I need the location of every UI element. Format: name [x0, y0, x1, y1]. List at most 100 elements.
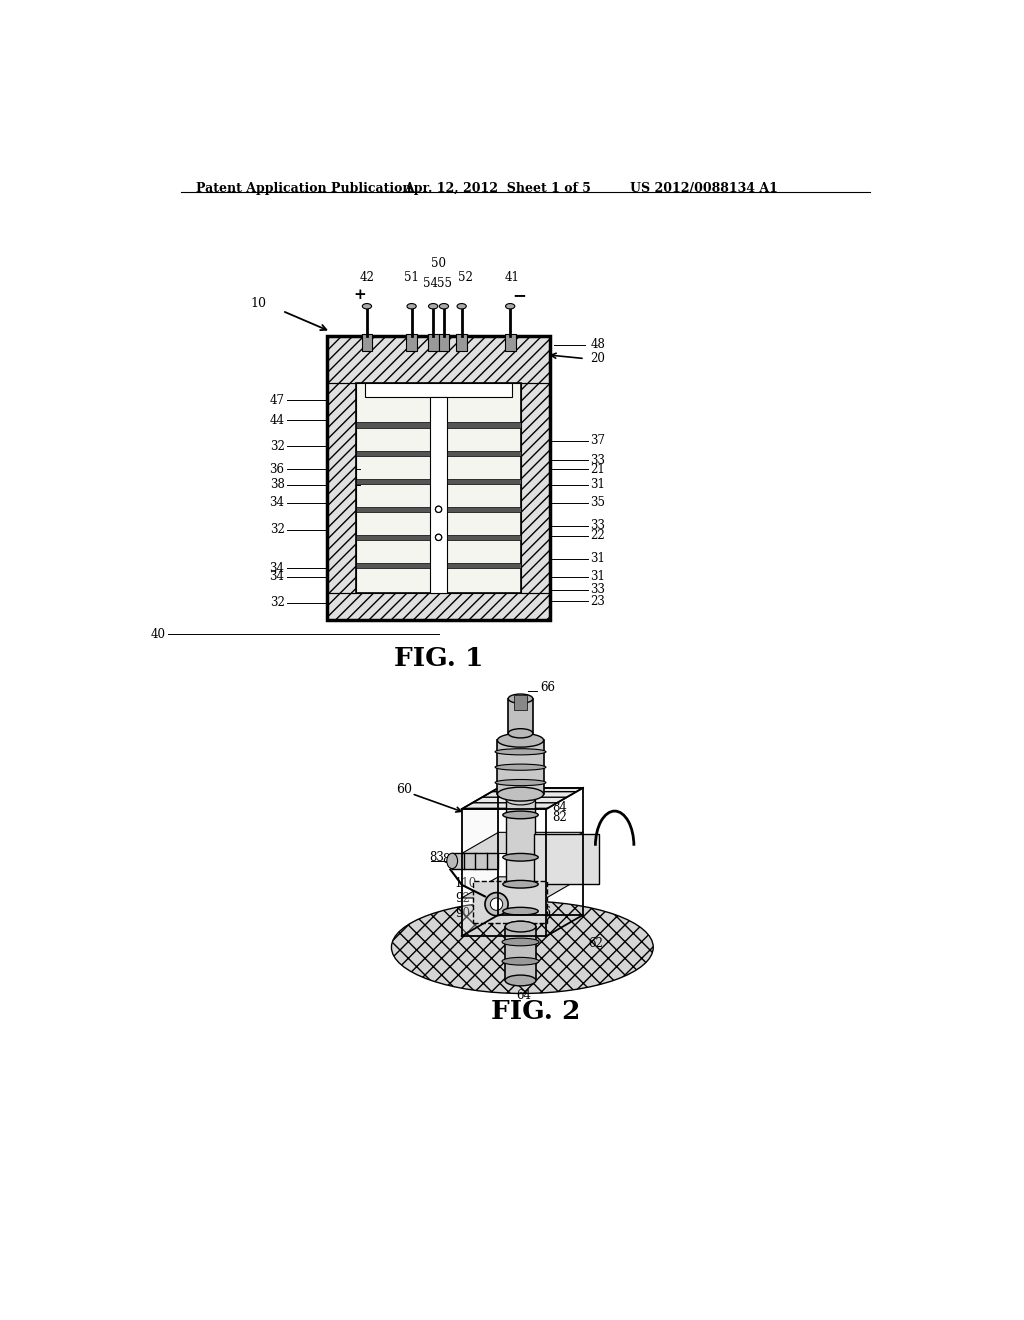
Text: 51: 51: [404, 271, 419, 284]
Bar: [447, 562, 521, 568]
Text: US 2012/0088134 A1: US 2012/0088134 A1: [630, 182, 777, 194]
Polygon shape: [462, 833, 583, 854]
Text: 34: 34: [269, 561, 285, 574]
Bar: [361, 334, 373, 351]
Text: 37: 37: [590, 434, 605, 447]
Text: 42: 42: [359, 271, 375, 284]
Bar: [428, 334, 438, 351]
Bar: [327, 335, 550, 383]
Text: Patent Application Publication: Patent Application Publication: [196, 182, 412, 194]
Text: 50: 50: [431, 257, 446, 271]
Text: 66: 66: [540, 681, 555, 693]
Text: 40: 40: [151, 628, 165, 640]
Bar: [457, 334, 467, 351]
Polygon shape: [462, 788, 499, 936]
Text: +: +: [353, 289, 367, 302]
Polygon shape: [462, 788, 583, 809]
Text: 21: 21: [590, 463, 605, 477]
Bar: [505, 334, 515, 351]
Text: 33: 33: [590, 519, 605, 532]
Ellipse shape: [457, 304, 466, 309]
Ellipse shape: [439, 304, 449, 309]
Ellipse shape: [503, 907, 539, 915]
Ellipse shape: [498, 787, 544, 801]
Text: FIG. 1: FIG. 1: [394, 647, 483, 672]
Text: 52: 52: [458, 271, 473, 284]
Bar: [508, 698, 532, 734]
Text: 31: 31: [590, 552, 605, 565]
Text: 31: 31: [590, 478, 605, 491]
Ellipse shape: [496, 764, 546, 771]
Ellipse shape: [446, 853, 458, 869]
Bar: [356, 383, 521, 594]
Text: 70: 70: [553, 862, 567, 875]
Bar: [438, 334, 450, 351]
Bar: [447, 479, 521, 484]
Bar: [356, 450, 430, 455]
Text: 96: 96: [536, 906, 551, 919]
Bar: [514, 694, 526, 710]
Bar: [521, 383, 550, 594]
Text: 36: 36: [269, 463, 285, 477]
Ellipse shape: [503, 810, 539, 818]
Text: 34: 34: [269, 496, 285, 510]
Polygon shape: [462, 876, 583, 898]
Ellipse shape: [503, 880, 539, 888]
Text: 92: 92: [455, 892, 470, 906]
Ellipse shape: [502, 957, 539, 965]
Ellipse shape: [506, 795, 536, 805]
Text: 31: 31: [590, 570, 605, 583]
Text: 55: 55: [437, 277, 453, 290]
Ellipse shape: [496, 748, 546, 755]
Bar: [327, 383, 356, 594]
Bar: [356, 383, 521, 594]
Text: 23: 23: [590, 594, 605, 607]
Text: −: −: [512, 286, 526, 304]
Bar: [327, 594, 550, 620]
Bar: [407, 334, 417, 351]
Ellipse shape: [506, 304, 515, 309]
Text: 22: 22: [590, 529, 605, 543]
Text: 72: 72: [553, 850, 567, 863]
Ellipse shape: [498, 734, 544, 747]
Ellipse shape: [506, 921, 536, 932]
Bar: [430, 397, 447, 594]
Text: 41: 41: [504, 271, 519, 284]
Text: 47: 47: [269, 393, 285, 407]
Text: 82: 82: [553, 812, 567, 825]
Bar: [356, 562, 430, 568]
Bar: [356, 479, 430, 484]
Text: 62: 62: [588, 937, 603, 950]
Text: 34: 34: [269, 570, 285, 583]
Bar: [327, 335, 550, 620]
Text: 110: 110: [455, 876, 477, 890]
Text: Apr. 12, 2012  Sheet 1 of 5: Apr. 12, 2012 Sheet 1 of 5: [403, 182, 591, 194]
Text: FIG. 2: FIG. 2: [492, 999, 581, 1024]
Text: 10: 10: [251, 297, 267, 310]
Bar: [447, 507, 521, 512]
Bar: [505, 927, 536, 981]
Bar: [356, 422, 430, 428]
Bar: [506, 800, 536, 927]
Ellipse shape: [502, 939, 539, 946]
Circle shape: [435, 535, 441, 540]
Text: 54: 54: [423, 277, 437, 290]
Text: 64: 64: [517, 990, 531, 1002]
Bar: [473, 880, 547, 924]
Bar: [356, 507, 430, 512]
Text: 38: 38: [269, 478, 285, 491]
Circle shape: [490, 898, 503, 911]
Bar: [453, 853, 499, 869]
Text: 32: 32: [269, 440, 285, 453]
Text: 20: 20: [590, 352, 605, 366]
Ellipse shape: [505, 975, 536, 986]
Circle shape: [435, 506, 441, 512]
Bar: [327, 335, 550, 383]
Text: 32: 32: [269, 597, 285, 610]
Bar: [356, 535, 430, 540]
Circle shape: [485, 892, 508, 916]
Text: 100: 100: [553, 875, 574, 888]
Text: 44: 44: [269, 413, 285, 426]
Text: 33: 33: [590, 454, 605, 467]
Text: 84: 84: [553, 801, 567, 814]
